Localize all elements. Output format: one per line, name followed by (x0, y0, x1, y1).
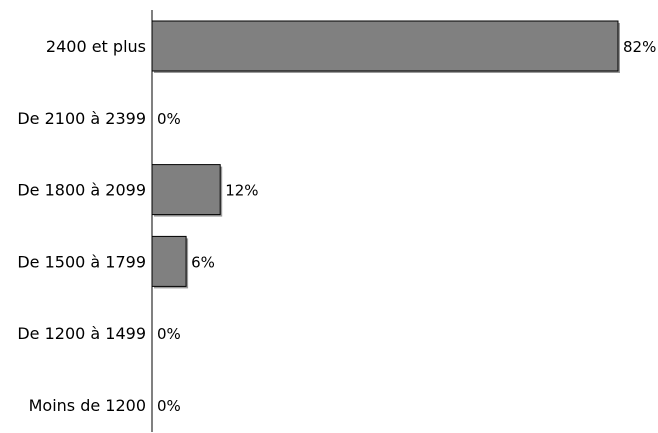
value-label: 0% (157, 110, 181, 128)
value-label: 0% (157, 325, 181, 343)
value-label: 12% (225, 182, 258, 200)
bar (151, 235, 187, 287)
category-label: De 2100 à 2399 (17, 109, 146, 128)
category-label: De 1500 à 1799 (17, 252, 146, 271)
category-label: 2400 et plus (46, 37, 146, 56)
value-label: 0% (157, 397, 181, 415)
bar-group (151, 20, 620, 289)
bar (151, 164, 221, 216)
value-label: 6% (191, 253, 215, 271)
category-label: Moins de 1200 (29, 396, 146, 415)
label-group: 2400 et plus 82% De 2100 à 2399 0% De 1800 à… (17, 37, 656, 415)
category-label: De 1800 à 2099 (17, 181, 146, 200)
value-label: 82% (623, 38, 656, 56)
category-label: De 1200 à 1499 (17, 324, 146, 343)
bar (151, 20, 619, 72)
